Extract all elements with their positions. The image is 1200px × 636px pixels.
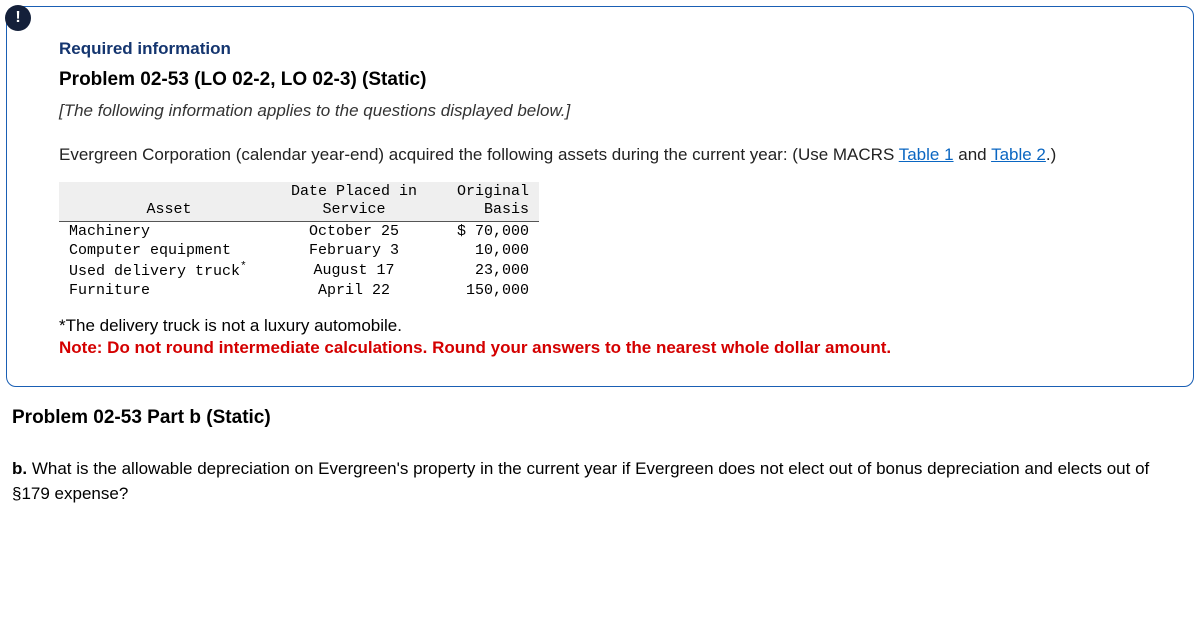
table-row: Computer equipment February 3 10,000	[59, 241, 539, 260]
cell-date: October 25	[279, 222, 429, 242]
question-b: b. What is the allowable depreciation on…	[12, 457, 1188, 506]
macrs-table-2-link[interactable]: Table 2	[991, 145, 1046, 164]
rounding-note: Note: Do not round intermediate calculat…	[59, 338, 1153, 358]
table-row: Used delivery truck* August 17 23,000	[59, 260, 539, 281]
footnote: *The delivery truck is not a luxury auto…	[59, 316, 1153, 336]
applies-note: [The following information applies to th…	[59, 101, 1153, 121]
table-row: Machinery October 25 $ 70,000	[59, 222, 539, 242]
cell-asset: Furniture	[59, 281, 279, 300]
required-information-heading: Required information	[59, 39, 1153, 59]
table-row: Furniture April 22 150,000	[59, 281, 539, 300]
col-header-date: Date Placed in Service	[279, 182, 429, 222]
col-header-basis: Original Basis	[429, 182, 539, 222]
part-b-title: Problem 02-53 Part b (Static)	[12, 407, 1194, 429]
alert-icon: !	[5, 5, 31, 31]
intro-paragraph: Evergreen Corporation (calendar year-end…	[59, 143, 1153, 168]
intro-text-pre: Evergreen Corporation (calendar year-end…	[59, 145, 899, 164]
macrs-table-1-link[interactable]: Table 1	[899, 145, 954, 164]
intro-text-post: .)	[1046, 145, 1056, 164]
cell-basis: 10,000	[429, 241, 539, 260]
intro-text-and: and	[954, 145, 992, 164]
col-header-asset: Asset	[59, 182, 279, 222]
question-b-text: What is the allowable depreciation on Ev…	[12, 459, 1149, 503]
problem-title: Problem 02-53 (LO 02-2, LO 02-3) (Static…	[59, 69, 1153, 91]
asterisk-icon: *	[240, 261, 247, 273]
cell-asset: Used delivery truck*	[59, 260, 279, 281]
cell-date: April 22	[279, 281, 429, 300]
cell-basis: $ 70,000	[429, 222, 539, 242]
info-card: ! Required information Problem 02-53 (LO…	[6, 6, 1194, 387]
cell-date: August 17	[279, 260, 429, 281]
cell-basis: 23,000	[429, 260, 539, 281]
cell-basis: 150,000	[429, 281, 539, 300]
asset-table: Asset Date Placed in Service Original Ba…	[59, 182, 539, 301]
cell-asset: Computer equipment	[59, 241, 279, 260]
cell-date: February 3	[279, 241, 429, 260]
cell-asset: Machinery	[59, 222, 279, 242]
question-b-lead: b.	[12, 459, 27, 478]
table-header-row: Asset Date Placed in Service Original Ba…	[59, 182, 539, 222]
